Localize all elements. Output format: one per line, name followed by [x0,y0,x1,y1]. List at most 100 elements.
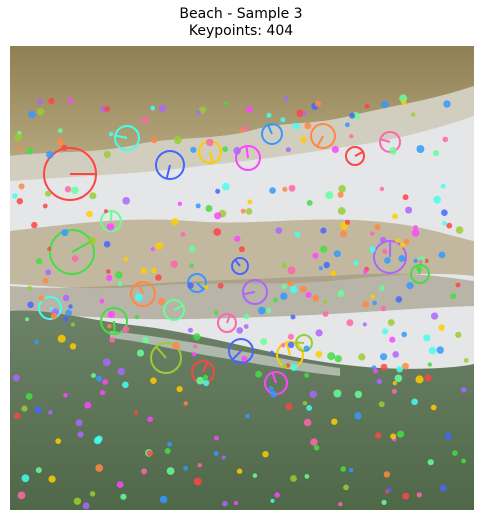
keypoint-dot [48,410,53,415]
keypoint-dot [428,346,437,355]
keypoint-dot [288,184,296,192]
keypoint-dot [323,261,330,269]
keypoint-dot [312,294,320,302]
keypoint-image [10,46,474,510]
keypoint-dot [141,116,149,124]
keypoint-dot [42,277,49,284]
keypoint-dot [214,435,220,441]
keypoint-dot [397,430,405,438]
keypoint-dot [213,451,219,457]
keypoint-dot [287,333,294,340]
keypoint-dot [150,105,156,111]
keypoint-dot [304,122,312,130]
beach-photo [10,46,474,510]
keypoint-dot [236,468,243,474]
keypoint-dot [102,379,108,385]
keypoint-orientation [231,350,242,361]
keypoint-dot [433,195,441,204]
keypoint-dot [61,144,68,151]
keypoint-dot [438,251,446,259]
keypoint-dot [257,306,266,315]
keypoint-dot [187,327,193,333]
keypoint-dot [167,442,172,447]
keypoint-dot [304,372,310,378]
keypoint-dot [441,209,448,216]
keypoint-dot [147,416,153,423]
keypoint-circle [235,145,261,171]
keypoint-dot [314,100,322,107]
keypoint-dot [266,307,272,313]
keypoint-dot [82,502,90,510]
keypoint-dot [34,406,42,414]
keypoint-dot [146,450,153,457]
keypoint-dot [283,96,289,102]
keypoint-dot [236,327,243,334]
keypoint-dot [369,246,376,253]
keypoint-dot [294,231,301,238]
keypoint-dot [222,500,228,507]
keypoint-dot [345,219,350,225]
keypoint-dot [245,208,253,215]
keypoint-dot [140,267,147,274]
keypoint-dot [122,381,129,389]
keypoint-dot [430,404,437,411]
keypoint-dot [106,274,113,281]
keypoint-dot [403,238,410,245]
keypoint-dot [402,362,409,370]
keypoint-dot [158,104,166,113]
keypoint-orientation [243,291,256,296]
keypoint-dot [180,232,186,237]
keypoint-dot [315,329,323,337]
keypoint-dot [379,186,385,192]
keypoint-dot [28,110,36,119]
keypoint-dot [65,309,72,317]
keypoint-dot [115,271,123,279]
keypoint-circle [345,146,365,166]
keypoint-dot [411,229,420,237]
keypoint-dot [196,110,201,115]
keypoint-dot [224,101,229,106]
keypoint-dot [310,438,318,446]
keypoint-dot [402,492,410,500]
keypoint-dot [305,292,312,298]
keypoint-dot [463,358,469,363]
keypoint-dot [48,475,56,483]
keypoint-orientation [202,361,209,373]
keypoint-dot [64,186,72,193]
keypoint-dot [382,248,388,255]
keypoint-dot [71,255,79,262]
keypoint-dot [381,100,389,109]
keypoint-dot [363,269,368,275]
keypoint-orientation [245,145,249,159]
keypoint-orientation [155,346,167,359]
keypoint-dot [107,310,115,319]
keypoint-dot [401,99,407,106]
keypoint-dot [353,260,359,266]
keypoint-dot [213,310,219,316]
keypoint-dot [380,353,388,361]
keypoint-dot [331,418,338,425]
keypoint-orientation [316,135,324,148]
keypoint-orientation [137,282,144,295]
keypoint-dot [340,466,347,472]
keypoint-dot [338,185,346,193]
keypoint-dot [117,281,123,287]
keypoint-dot [394,374,403,383]
keypoint-dot [89,192,97,200]
keypoint-dot [46,151,54,159]
keypoint-dot [87,237,96,245]
keypoint-dot [313,445,320,451]
keypoint-dot [203,374,209,380]
keypoint-dot [299,285,307,293]
keypoint-dot [346,319,354,327]
keypoint-circle [150,342,182,374]
keypoint-dot [370,294,376,299]
keypoint-dot [171,218,179,226]
keypoint-dot [339,230,347,238]
keypoint-dot [70,322,75,327]
keypoint-dot [26,147,34,155]
keypoint-dot [233,500,239,506]
keypoint-dot [117,367,125,376]
keypoint-dot [106,269,111,274]
keypoint-dot [150,377,157,385]
